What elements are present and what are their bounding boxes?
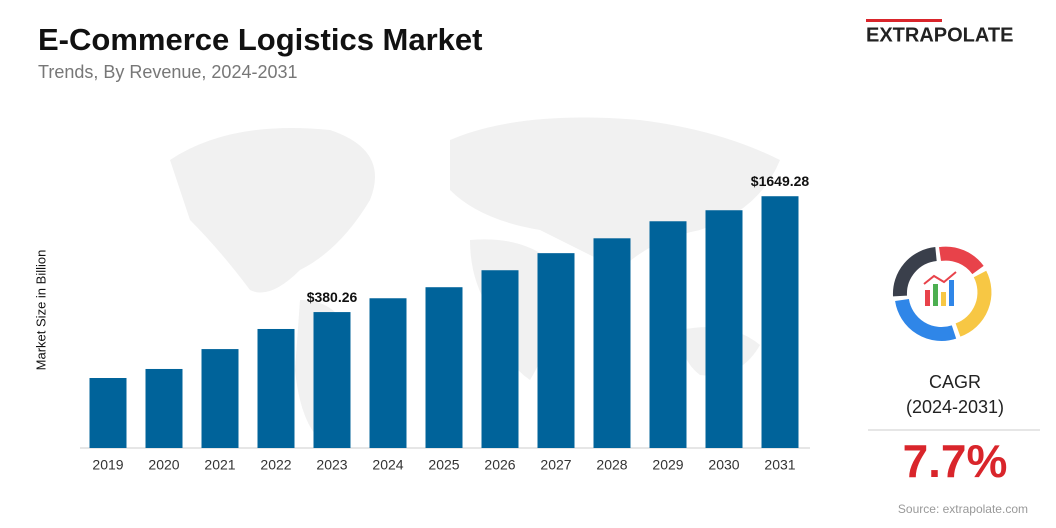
bar <box>593 238 631 448</box>
value-label: $1649.28 <box>751 173 810 189</box>
x-tick-label: 2027 <box>540 457 571 473</box>
brand-bar <box>866 19 942 22</box>
bar <box>257 328 295 448</box>
chart-title: E-Commerce Logistics Market <box>38 22 482 57</box>
bar <box>425 287 463 448</box>
bar <box>649 221 687 448</box>
y-axis-label: Market Size in Billion <box>33 250 48 371</box>
x-tick-label: 2030 <box>708 457 739 473</box>
chart-subtitle: Trends, By Revenue, 2024-2031 <box>38 62 298 82</box>
cagr-period: (2024-2031) <box>906 397 1004 417</box>
x-tick-label: 2028 <box>596 457 627 473</box>
x-tick-label: 2025 <box>428 457 459 473</box>
bar <box>145 368 183 448</box>
bar <box>369 298 407 448</box>
cagr-value: 7.7% <box>903 435 1008 487</box>
value-label: $380.26 <box>307 289 358 305</box>
x-tick-label: 2023 <box>316 457 347 473</box>
x-tick-label: 2024 <box>372 457 403 473</box>
x-tick-label: 2026 <box>484 457 515 473</box>
bar <box>89 378 127 448</box>
bar <box>537 253 575 448</box>
x-tick-label: 2029 <box>652 457 683 473</box>
bar <box>201 349 239 448</box>
brand: EXTRAPOLATE <box>866 24 1013 46</box>
x-tick-label: 2031 <box>764 457 795 473</box>
cagr-label: CAGR <box>929 372 981 392</box>
bar <box>761 196 799 448</box>
x-tick-label: 2022 <box>260 457 291 473</box>
bar <box>313 312 351 448</box>
x-tick-label: 2021 <box>204 457 235 473</box>
x-tick-label: 2020 <box>148 457 179 473</box>
x-tick-label: 2019 <box>92 457 123 473</box>
bar <box>481 270 519 448</box>
source: Source: extrapolate.com <box>898 502 1028 516</box>
cagr-icon <box>892 246 992 341</box>
bar <box>705 210 743 448</box>
